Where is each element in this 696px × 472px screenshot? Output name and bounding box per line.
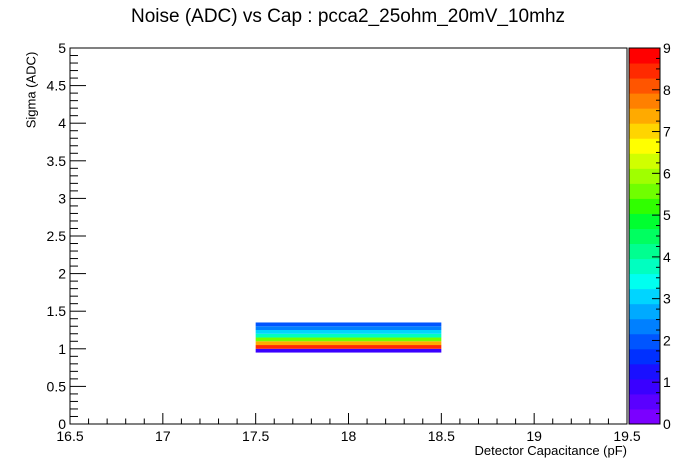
y-tick-label: 4 (58, 115, 66, 131)
x-axis-label: Detector Capacitance (pF) (474, 443, 627, 458)
y-tick-label: 0 (58, 416, 66, 432)
y-tick-label: 1.5 (47, 303, 67, 319)
x-tick-label: 18.5 (428, 428, 455, 444)
heatmap-cell (255, 326, 442, 330)
colorbar-segment (629, 363, 660, 380)
x-tick-label: 18 (341, 428, 357, 444)
colorbar-segment (629, 348, 660, 365)
colorbar-tick-label: 8 (663, 82, 671, 98)
colorbar-segment (629, 288, 660, 305)
y-tick-label: 2 (58, 266, 66, 282)
colorbar-segment (629, 318, 660, 335)
colorbar-segment (629, 213, 660, 229)
colorbar-segment (629, 108, 660, 124)
colorbar-segment (629, 333, 660, 350)
chart-title: Noise (ADC) vs Cap : pcca2_25ohm_20mV_10… (130, 6, 566, 27)
heatmap-cell (255, 348, 442, 353)
colorbar-segment (629, 63, 660, 79)
colorbar-segment (629, 303, 660, 320)
colorbar-segment (629, 198, 660, 214)
heatmap-cell (255, 333, 442, 338)
colorbar-segment (629, 123, 660, 139)
y-tick-label: 0.5 (47, 378, 67, 394)
colorbar-tick-label: 0 (663, 416, 671, 432)
x-tick-label: 17 (155, 428, 171, 444)
colorbar-segment (629, 48, 660, 64)
colorbar-segment (629, 138, 660, 154)
colorbar-segment (629, 393, 660, 410)
x-tick-label: 17.5 (242, 428, 269, 444)
colorbar-segment (629, 168, 660, 184)
y-tick-label: 5 (58, 40, 66, 56)
heatmap-cell (255, 330, 442, 334)
colorbar-segment (629, 153, 660, 169)
colorbar-tick-label: 9 (663, 40, 671, 56)
colorbar-segment (629, 228, 660, 245)
colorbar-tick-label: 2 (663, 332, 671, 348)
x-tick-label: 16.5 (56, 428, 83, 444)
colorbar-tick-label: 7 (663, 124, 671, 140)
colorbar-segment (629, 93, 660, 109)
heatmap-cell (255, 345, 442, 349)
colorbar-segment (629, 78, 660, 94)
y-tick-label: 2.5 (47, 228, 67, 244)
y-tick-label: 1 (58, 341, 66, 357)
heatmap-cell (255, 337, 442, 342)
heatmap-cell (255, 341, 442, 346)
colorbar-segment (629, 273, 660, 290)
heatmap-cell (255, 322, 442, 327)
colorbar-segment (629, 378, 660, 395)
colorbar-segment (629, 243, 660, 260)
colorbar-tick-label: 4 (663, 249, 671, 265)
colorbar-tick-label: 1 (663, 374, 671, 390)
colorbar-tick-label: 6 (663, 165, 671, 181)
colorbar-tick-label: 5 (663, 207, 671, 223)
colorbar-tick-label: 3 (663, 291, 671, 307)
y-tick-label: 3 (58, 190, 66, 206)
colorbar-segment (629, 183, 660, 199)
x-tick-label: 19.5 (613, 428, 640, 444)
colorbar-segment (629, 258, 660, 275)
plot-frame (69, 47, 628, 425)
y-tick-label: 3.5 (47, 153, 67, 169)
x-tick-label: 19 (526, 428, 542, 444)
colorbar-segment (629, 408, 660, 425)
y-tick-label: 4.5 (47, 78, 67, 94)
